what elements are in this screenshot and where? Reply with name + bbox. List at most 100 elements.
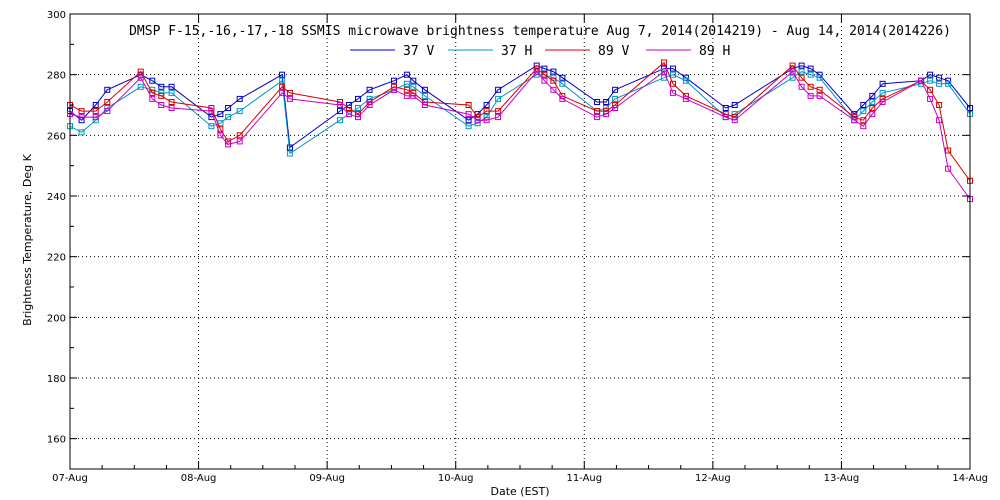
data-point xyxy=(391,77,397,84)
data-point xyxy=(495,114,502,121)
data-point xyxy=(869,105,876,111)
legend-label: 89 V xyxy=(598,44,629,59)
data-point xyxy=(682,95,689,102)
data-point xyxy=(936,117,943,124)
x-tick-label: 13-Aug xyxy=(824,473,860,484)
data-point xyxy=(936,74,943,81)
data-point xyxy=(286,95,293,102)
data-point xyxy=(550,77,557,84)
data-point xyxy=(603,111,610,118)
data-point xyxy=(421,102,428,108)
data-point xyxy=(816,92,823,99)
data-point xyxy=(168,83,175,90)
data-point xyxy=(149,89,156,96)
x-tick-label: 14-Aug xyxy=(952,473,988,484)
data-point xyxy=(550,68,557,75)
data-point xyxy=(682,77,689,84)
data-point xyxy=(483,117,490,124)
data-point xyxy=(661,68,667,75)
data-point xyxy=(612,95,619,102)
data-point xyxy=(495,108,502,115)
data-point xyxy=(208,123,215,130)
data-point xyxy=(465,111,472,118)
data-point xyxy=(789,74,796,81)
data-point xyxy=(483,102,490,108)
y-tick-label: 280 xyxy=(47,71,66,82)
data-point xyxy=(474,117,481,124)
data-point xyxy=(403,92,410,99)
data-point xyxy=(798,68,805,75)
data-point xyxy=(594,99,601,105)
data-point xyxy=(807,83,814,90)
data-point xyxy=(612,86,619,93)
data-point xyxy=(355,114,361,121)
data-point xyxy=(670,71,676,78)
data-point xyxy=(612,105,619,111)
data-point xyxy=(168,99,175,105)
data-point xyxy=(465,102,472,108)
data-point xyxy=(731,117,738,124)
data-point xyxy=(945,147,952,154)
data-point xyxy=(816,86,823,93)
x-tick-label: 07-Aug xyxy=(52,473,88,484)
data-point xyxy=(149,95,156,102)
data-point xyxy=(483,108,490,115)
data-point xyxy=(533,68,540,75)
data-point xyxy=(137,68,144,75)
data-point xyxy=(495,86,502,93)
legend: 37 V 37 H 89 V 89 H xyxy=(350,44,730,59)
data-point xyxy=(860,108,867,115)
data-point xyxy=(421,86,428,93)
data-point xyxy=(403,86,410,93)
data-point xyxy=(92,108,99,115)
data-point xyxy=(137,83,144,90)
y-tick-label: 160 xyxy=(47,435,66,446)
data-point xyxy=(860,117,867,124)
x-tick-label: 09-Aug xyxy=(309,473,345,484)
data-point xyxy=(722,114,729,121)
data-point xyxy=(78,117,85,124)
data-point xyxy=(945,80,952,87)
data-point xyxy=(225,141,232,148)
data-point xyxy=(366,102,373,108)
data-point xyxy=(927,86,934,93)
data-point xyxy=(945,77,952,84)
data-point xyxy=(217,132,224,139)
legend-item: 37 V xyxy=(350,44,434,59)
data-point xyxy=(559,95,566,102)
data-point xyxy=(879,95,886,102)
data-point xyxy=(495,95,502,102)
data-point xyxy=(927,95,934,102)
legend-item: 37 H xyxy=(448,44,532,59)
data-point xyxy=(945,165,952,172)
data-point xyxy=(279,77,286,84)
data-point xyxy=(483,114,490,121)
data-point xyxy=(236,132,243,139)
data-point xyxy=(337,117,343,124)
legend-item: 89 H xyxy=(646,44,730,59)
data-point xyxy=(279,71,286,78)
data-point xyxy=(78,114,85,121)
data-series xyxy=(67,59,973,202)
x-axis-label: Date (EST) xyxy=(490,485,549,498)
data-point xyxy=(541,71,548,78)
data-point xyxy=(851,117,858,124)
data-point xyxy=(807,71,814,78)
y-tick-label: 220 xyxy=(47,253,66,264)
data-point xyxy=(355,105,361,111)
data-point xyxy=(208,108,215,115)
data-point xyxy=(410,83,417,90)
data-point xyxy=(789,62,796,69)
data-point xyxy=(661,59,667,66)
y-axis-label: Brightness Temperature, Deg K xyxy=(21,153,34,325)
data-point xyxy=(92,102,99,108)
data-point xyxy=(594,114,601,121)
data-point xyxy=(798,74,805,81)
data-point xyxy=(78,108,85,115)
data-point xyxy=(670,65,676,72)
data-point xyxy=(731,102,738,108)
x-tick-label: 10-Aug xyxy=(438,473,474,484)
data-point xyxy=(337,102,343,108)
series-line xyxy=(69,70,971,200)
